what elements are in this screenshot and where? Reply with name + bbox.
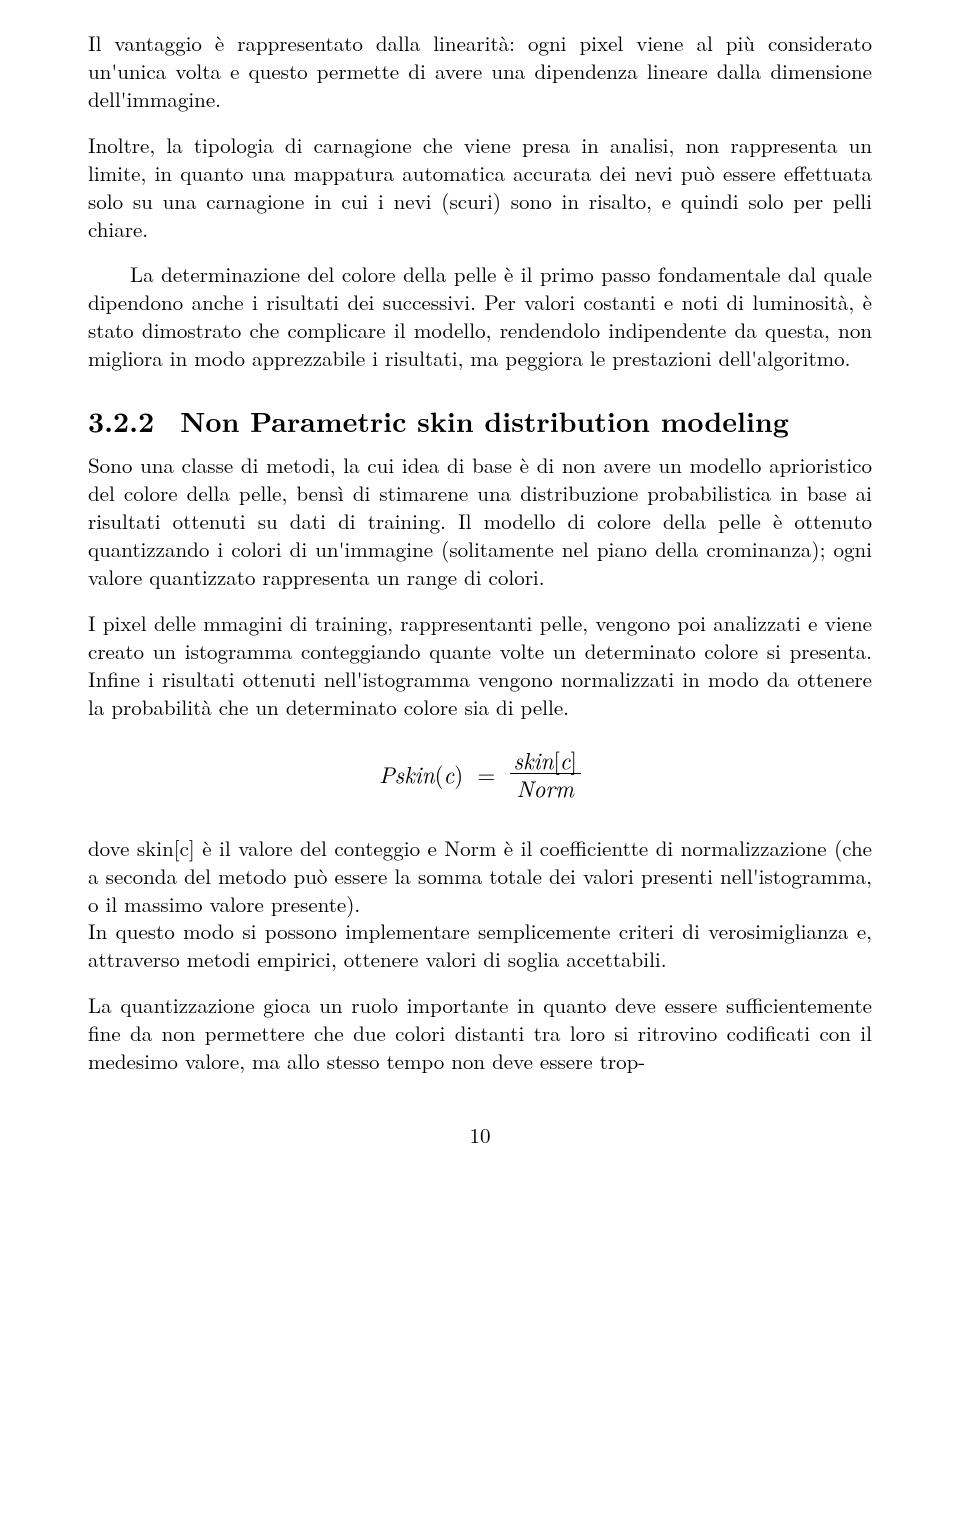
paragraph: La determinazione del colore della pelle… <box>88 261 872 373</box>
document-page: Il vantaggio è rappresentato dalla linea… <box>0 0 960 1518</box>
formula-symbol: ) <box>454 757 463 790</box>
paragraph: La quantizzazione gioca un ruolo importa… <box>88 992 872 1076</box>
heading-title: Non Parametric skin distribution modelin… <box>180 401 789 441</box>
page-number: 10 <box>88 1122 872 1150</box>
formula-symbol: c <box>444 757 455 790</box>
paragraph: Inoltre, la tipologia di carnagione che … <box>88 132 872 244</box>
paragraph: Il vantaggio è rappresentato dalla linea… <box>88 30 872 114</box>
formula-symbol: ( <box>435 757 444 790</box>
paragraph: In questo modo si possono implementare s… <box>88 918 872 974</box>
formula-symbol: P <box>379 757 395 790</box>
paragraph: Sono una classe di metodi, la cui idea d… <box>88 452 872 592</box>
heading-number: 3.2.2 <box>88 401 154 441</box>
formula-denominator: Norm <box>510 774 581 799</box>
paragraph: I pixel delle mmagini di training, rappr… <box>88 610 872 722</box>
section-heading: 3.2.2 Non Parametric skin distribution mo… <box>88 403 872 440</box>
formula-symbol: skin <box>395 757 435 790</box>
math-formula: Pskin(c) = skin[c] Norm <box>88 748 872 799</box>
formula-equals: = <box>477 762 495 785</box>
paragraph: dove skin[c] è il valore del conteggio e… <box>88 835 872 919</box>
formula-fraction: skin[c] Norm <box>510 748 581 799</box>
